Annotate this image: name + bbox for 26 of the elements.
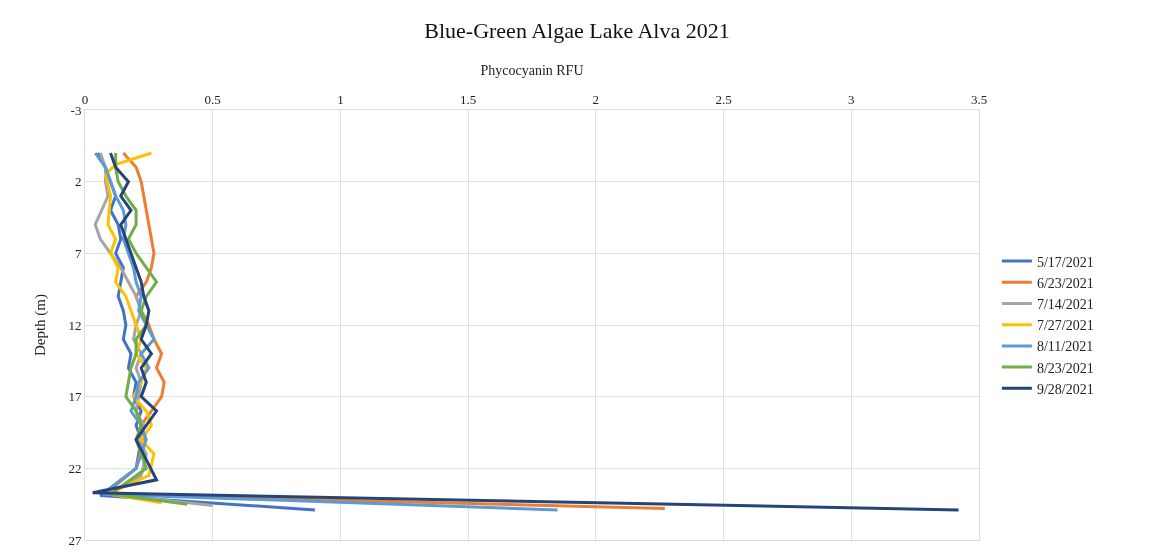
y-tick-label: 22 [68,460,82,476]
y-tick-label: 27 [68,532,82,548]
x-axis-title: Phycocyanin RFU [480,63,584,79]
chart-title: Blue-Green Algae Lake Alva 2021 [424,17,730,43]
legend-label: 5/17/2021 [1036,254,1094,270]
legend-label: 9/28/2021 [1036,381,1094,397]
y-axis-title: Depth (m) [32,293,49,357]
legend-label: 6/23/2021 [1036,275,1094,291]
legend-label: 8/23/2021 [1036,360,1094,376]
x-tick-label: 3 [848,91,855,107]
x-tick-label: 2.5 [715,91,732,107]
x-tick-label: 2 [592,91,600,107]
y-tick-label: 7 [74,245,82,261]
x-tick-label: 0.5 [204,91,221,107]
y-tick-label: 17 [68,389,82,405]
x-tick-label: 3.5 [970,91,988,107]
legend-label: 8/11/2021 [1036,339,1094,355]
legend-label: 7/27/2021 [1036,318,1094,334]
y-tick-label: 2 [74,174,82,190]
legend-label: 7/14/2021 [1036,296,1094,312]
x-tick-label: 1.5 [460,91,477,107]
y-tick-label: 12 [68,317,82,333]
line-series [91,151,961,512]
x-tick-label: 0 [81,91,89,107]
x-tick-label: 1 [337,91,344,107]
y-tick-label: -3 [70,102,82,118]
